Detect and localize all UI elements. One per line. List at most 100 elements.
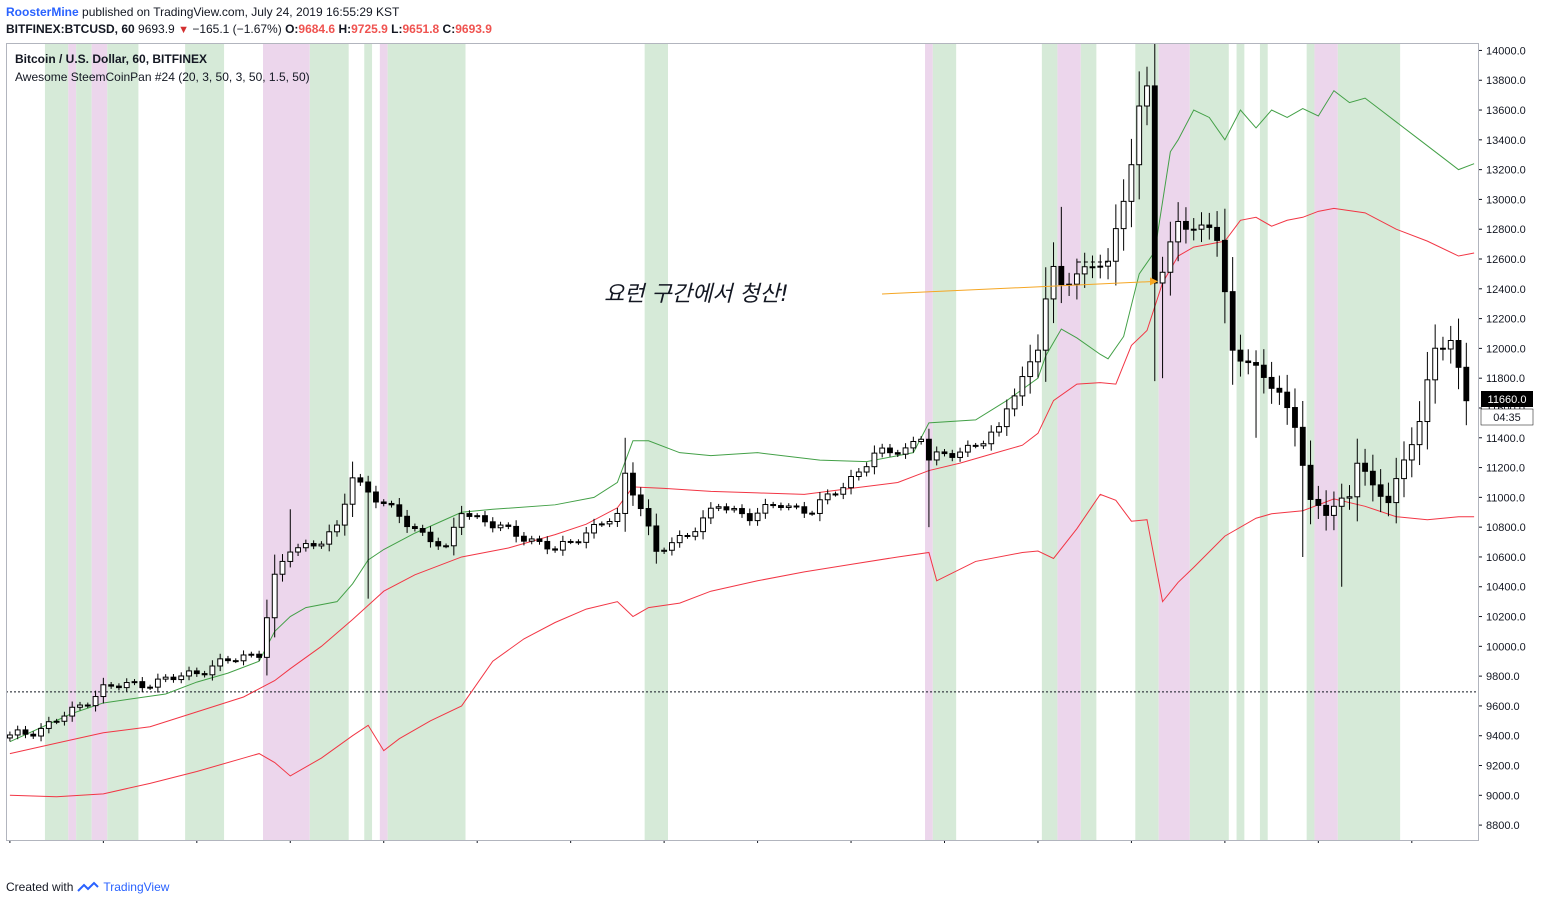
candle-up xyxy=(186,670,192,677)
candle xyxy=(427,526,434,548)
candle xyxy=(77,701,83,711)
bg-band-green xyxy=(1236,43,1245,840)
candle xyxy=(154,673,161,693)
candle-up xyxy=(1128,164,1135,202)
candle-down xyxy=(427,531,434,543)
candle-up xyxy=(1447,339,1454,350)
candle xyxy=(824,489,831,505)
candle-down xyxy=(567,540,574,543)
bg-band-green xyxy=(44,43,69,840)
symbol-label: BITFINEX:BTCUSD, 60 xyxy=(6,22,135,36)
candle xyxy=(575,539,582,545)
candle-down xyxy=(1151,85,1158,284)
candle-up xyxy=(474,515,481,518)
candle xyxy=(1105,248,1111,280)
candle-up xyxy=(271,573,278,619)
candle xyxy=(1136,71,1143,200)
candle xyxy=(139,677,146,693)
candle xyxy=(754,507,761,526)
candle-up xyxy=(162,676,169,680)
y-tick-label: 13200.0 xyxy=(1486,165,1526,177)
candle-up xyxy=(1401,459,1407,480)
candle-up xyxy=(1159,271,1166,284)
indicator-legend[interactable]: Awesome SteemCoinPan #24 (20, 3, 50, 3, … xyxy=(15,70,310,84)
candle xyxy=(715,503,722,512)
candle-up xyxy=(217,658,224,667)
candle-down xyxy=(941,451,948,455)
candle xyxy=(964,440,971,457)
tradingview-logo-icon xyxy=(77,881,100,892)
candle xyxy=(785,503,792,511)
candle xyxy=(326,524,333,552)
candle xyxy=(217,653,224,672)
candle xyxy=(225,655,231,664)
candle xyxy=(1323,490,1330,531)
candle-down xyxy=(1455,339,1462,368)
candle-up xyxy=(497,524,504,529)
price-chart[interactable]: 14000.0 13800.0 13600.0 13400.0 13200.0 13000… xyxy=(6,43,1538,843)
candle-up xyxy=(902,447,909,455)
candle xyxy=(1159,256,1166,379)
candle xyxy=(559,535,566,556)
candle xyxy=(949,449,956,462)
y-tick-label: 11800.0 xyxy=(1486,373,1525,385)
bg-band-green xyxy=(1337,43,1401,840)
publisher-name[interactable]: RoosterMine xyxy=(6,5,79,19)
candle xyxy=(567,539,574,545)
candle-down xyxy=(552,548,558,551)
candle-up xyxy=(1081,266,1088,275)
candle xyxy=(894,449,901,457)
candle xyxy=(770,501,777,509)
candle xyxy=(591,518,597,539)
candle-up xyxy=(1408,444,1415,461)
candle-down xyxy=(482,515,488,523)
candle xyxy=(1112,204,1119,286)
candle-up xyxy=(100,684,107,698)
y-tick-label: 13600.0 xyxy=(1486,105,1526,117)
candle-down xyxy=(645,508,652,527)
candle xyxy=(692,527,699,541)
candle-down xyxy=(404,515,411,528)
candle-down xyxy=(793,505,800,508)
candle-up xyxy=(1354,462,1361,498)
candle-up xyxy=(326,531,333,545)
candle-up xyxy=(824,493,831,501)
candle xyxy=(1315,485,1322,519)
candle xyxy=(513,520,520,543)
candle xyxy=(1424,351,1431,450)
candle xyxy=(302,539,309,552)
candle xyxy=(396,497,403,524)
candle xyxy=(489,517,496,533)
tradingview-brand[interactable]: TradingView xyxy=(103,880,170,894)
candle-down xyxy=(1089,266,1096,269)
candle xyxy=(980,440,987,449)
candle xyxy=(855,468,862,481)
candle xyxy=(1447,325,1454,364)
candle xyxy=(1455,318,1462,390)
candle xyxy=(1035,334,1041,378)
candle xyxy=(1151,43,1158,382)
candle xyxy=(1003,399,1010,436)
candle xyxy=(1307,440,1314,525)
y-tick-label: 9400.0 xyxy=(1486,731,1520,743)
candle xyxy=(1214,211,1221,257)
symbol-line: BITFINEX:BTCUSD, 60 9693.9 ▼ −165.1 (−1.… xyxy=(6,22,492,36)
candle xyxy=(1362,448,1368,486)
candle-down xyxy=(1276,387,1283,393)
published-text: published on TradingView.com, July 24, 2… xyxy=(82,5,400,19)
candle-up xyxy=(209,665,216,676)
candle-down xyxy=(770,504,777,507)
candle-up xyxy=(754,512,761,522)
candle-up xyxy=(1073,273,1080,285)
candle-up xyxy=(661,549,668,552)
candle xyxy=(801,501,808,518)
close-label: C: xyxy=(442,22,456,36)
candle xyxy=(1284,374,1291,425)
candle-up xyxy=(840,487,847,495)
candle-down xyxy=(435,541,442,547)
candle xyxy=(1198,212,1205,243)
candle xyxy=(1167,221,1174,296)
candle-up xyxy=(1198,224,1205,230)
series-title[interactable]: Bitcoin / U.S. Dollar, 60, BITFINEX xyxy=(15,52,208,66)
candle xyxy=(1408,427,1415,478)
